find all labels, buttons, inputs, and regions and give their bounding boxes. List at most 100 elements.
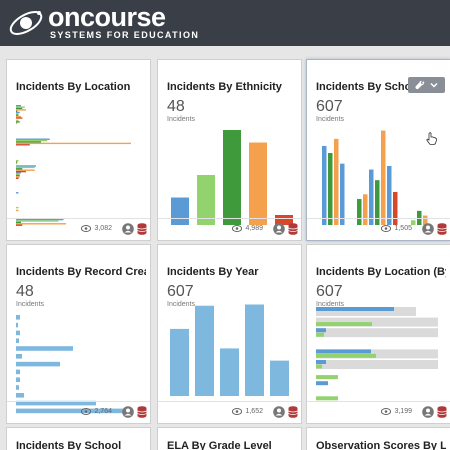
chart-bar[interactable] — [16, 117, 23, 119]
chart-bar[interactable] — [316, 381, 328, 386]
chart-bar[interactable] — [16, 113, 19, 115]
chart-bar[interactable] — [316, 360, 438, 369]
chart-bar[interactable] — [16, 161, 18, 163]
chart-bar[interactable] — [369, 169, 374, 225]
chart-bar[interactable] — [316, 349, 371, 354]
chart-bar[interactable] — [16, 106, 25, 108]
chart-bar[interactable] — [417, 210, 422, 225]
chart-bar[interactable] — [316, 307, 394, 311]
chart-bar[interactable] — [16, 393, 24, 398]
database-icon[interactable] — [137, 406, 147, 418]
chart-bar[interactable] — [16, 369, 20, 375]
dashboard-card[interactable]: Incidents By Location 3,082 — [6, 59, 151, 241]
chart-bar[interactable] — [245, 304, 264, 397]
chart-bar[interactable] — [16, 165, 36, 167]
user-shield-icon[interactable] — [273, 406, 285, 418]
chart-bar[interactable] — [16, 354, 22, 359]
chart-bar[interactable] — [16, 400, 96, 406]
chart-bar[interactable] — [16, 172, 21, 174]
chart-bar[interactable] — [270, 360, 289, 396]
dashboard-card[interactable]: Incidents By School — [6, 427, 151, 450]
chart-bar[interactable] — [375, 180, 380, 225]
chart-bar[interactable] — [387, 166, 392, 225]
chart-bar[interactable] — [16, 115, 21, 118]
chart-bar[interactable] — [16, 107, 23, 110]
database-icon[interactable] — [437, 406, 447, 418]
chart-bar[interactable] — [16, 206, 19, 209]
chart-bar[interactable] — [16, 166, 35, 169]
chart-bar[interactable] — [357, 199, 362, 225]
chart-bar[interactable] — [316, 349, 438, 359]
chart-bar[interactable] — [16, 121, 20, 123]
chart-bar[interactable] — [197, 175, 215, 225]
chart-bar[interactable] — [195, 305, 214, 396]
chart-bar[interactable] — [16, 224, 23, 226]
chart-bar[interactable] — [16, 109, 26, 111]
chart-bar[interactable] — [316, 328, 438, 338]
chart-bar[interactable] — [381, 130, 386, 225]
user-shield-icon[interactable] — [422, 406, 434, 418]
chart-bar[interactable] — [16, 385, 19, 390]
chart-bar[interactable] — [16, 110, 18, 112]
chart-bar[interactable] — [393, 191, 398, 225]
dashboard-card[interactable]: Incidents By Record Creat... 48 Incident… — [6, 244, 151, 424]
card-tools-button[interactable] — [408, 77, 445, 93]
chart-bar[interactable] — [316, 364, 322, 369]
chart-bar[interactable] — [16, 114, 19, 116]
dashboard-card[interactable]: ELA By Grade Level — [157, 427, 302, 450]
chart-bar[interactable] — [411, 220, 416, 225]
chart-bar[interactable] — [16, 168, 23, 170]
chart-bar[interactable] — [16, 174, 20, 177]
chart-bar[interactable] — [316, 360, 326, 364]
chart-bar[interactable] — [16, 138, 50, 140]
chart-bar[interactable] — [16, 144, 30, 146]
chart-bar[interactable] — [275, 215, 293, 225]
database-icon[interactable] — [437, 223, 447, 235]
chart-bar[interactable] — [316, 317, 438, 327]
dashboard-card[interactable]: Incidents By Ethnicity 48 Incidents 4,98… — [157, 59, 302, 241]
chart-bar[interactable] — [220, 348, 239, 396]
oncourse-logo-icon[interactable] — [6, 5, 46, 41]
user-shield-icon[interactable] — [122, 406, 134, 418]
chart-bar[interactable] — [316, 375, 338, 380]
chart-bar[interactable] — [16, 192, 19, 194]
chart-bar[interactable] — [16, 162, 18, 165]
chart-bar[interactable] — [16, 119, 19, 122]
chart-bar[interactable] — [223, 130, 241, 225]
chart-bar[interactable] — [16, 177, 19, 179]
chart-bar[interactable] — [16, 122, 18, 124]
chart-bar[interactable] — [16, 173, 20, 175]
chart-bar[interactable] — [16, 223, 66, 225]
chart-bar[interactable] — [16, 218, 64, 221]
dashboard-card[interactable]: Incidents By Location (By ... 607 Incide… — [306, 244, 450, 424]
chart-bar[interactable] — [423, 215, 428, 225]
chart-bar[interactable] — [16, 322, 18, 328]
chart-bar[interactable] — [16, 346, 73, 351]
chart-bar[interactable] — [249, 142, 267, 226]
chart-bar[interactable] — [16, 139, 48, 142]
user-shield-icon[interactable] — [273, 223, 285, 235]
user-shield-icon[interactable] — [122, 223, 134, 235]
database-icon[interactable] — [137, 223, 147, 235]
dashboard-card[interactable]: Incidents By School 607 Incidents 1,505 — [306, 59, 450, 241]
chart-bar[interactable] — [328, 153, 333, 225]
chart-bar[interactable] — [16, 361, 60, 367]
chart-bar[interactable] — [16, 169, 35, 171]
dashboard-card[interactable]: Incidents By Year 607 Incidents 1,652 — [157, 244, 302, 424]
chart-bar[interactable] — [363, 194, 368, 225]
chart-bar[interactable] — [322, 145, 327, 225]
chart-bar[interactable] — [16, 209, 19, 212]
chart-bar[interactable] — [334, 138, 339, 225]
chart-bar[interactable] — [316, 332, 324, 337]
chart-bar[interactable] — [316, 328, 326, 333]
chart-bar[interactable] — [16, 111, 20, 114]
chart-bar[interactable] — [16, 170, 26, 173]
chart-bar[interactable] — [16, 141, 41, 143]
database-icon[interactable] — [288, 223, 298, 235]
chart-bar[interactable] — [316, 396, 338, 401]
dashboard-card[interactable]: Observation Scores By Le... — [306, 427, 450, 450]
chart-bar[interactable] — [16, 220, 59, 222]
chart-bar[interactable] — [16, 160, 19, 162]
chart-bar[interactable] — [340, 163, 345, 225]
chart-bar[interactable] — [16, 315, 20, 320]
